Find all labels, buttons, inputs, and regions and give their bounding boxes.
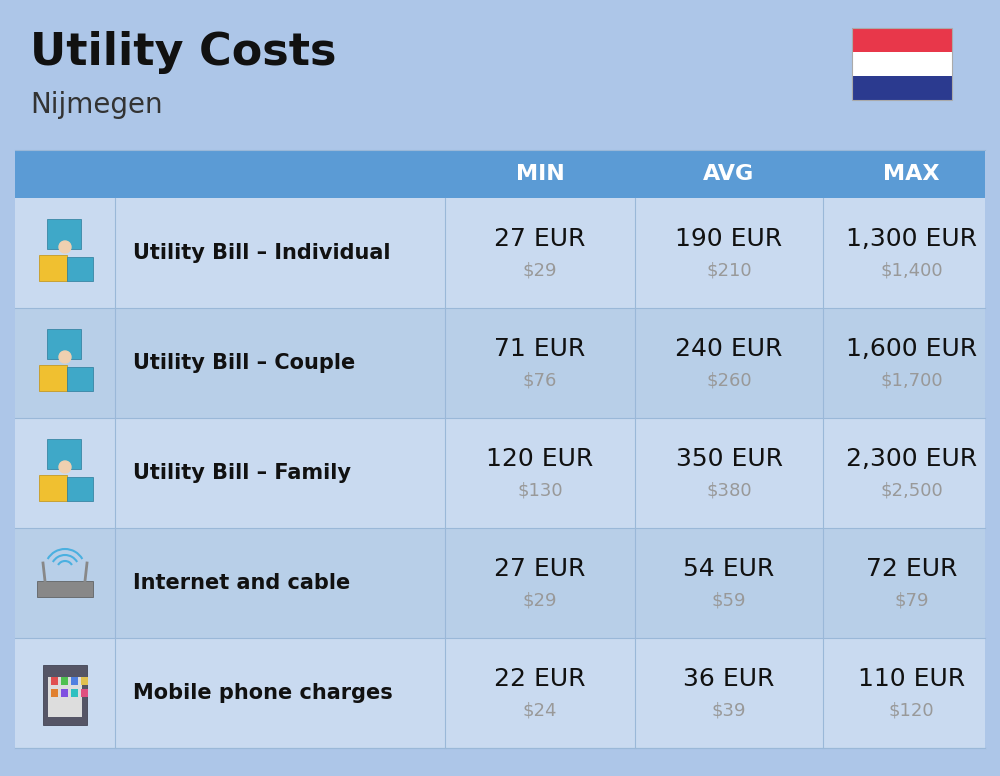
Bar bbox=[67, 367, 93, 391]
Circle shape bbox=[59, 351, 71, 363]
Bar bbox=[852, 28, 952, 100]
Bar bbox=[852, 28, 952, 52]
Bar bbox=[43, 665, 87, 725]
Text: 2,300 EUR: 2,300 EUR bbox=[846, 447, 977, 471]
Text: 240 EUR: 240 EUR bbox=[675, 337, 783, 361]
Bar bbox=[81, 677, 88, 685]
Bar bbox=[15, 638, 985, 748]
Text: $130: $130 bbox=[517, 482, 563, 500]
Bar bbox=[852, 76, 952, 100]
Bar bbox=[47, 439, 81, 469]
Bar bbox=[15, 418, 985, 528]
Text: AVG: AVG bbox=[703, 164, 755, 184]
Bar bbox=[15, 198, 985, 308]
Text: Utility Bill – Couple: Utility Bill – Couple bbox=[133, 353, 355, 373]
Text: $59: $59 bbox=[712, 592, 746, 610]
Text: $1,400: $1,400 bbox=[880, 262, 943, 280]
Text: $24: $24 bbox=[523, 702, 557, 720]
Text: 1,600 EUR: 1,600 EUR bbox=[846, 337, 977, 361]
Bar bbox=[15, 150, 985, 198]
Text: Nijmegen: Nijmegen bbox=[30, 91, 163, 119]
Text: $29: $29 bbox=[523, 592, 557, 610]
Text: $29: $29 bbox=[523, 262, 557, 280]
Text: 350 EUR: 350 EUR bbox=[676, 447, 782, 471]
Text: $120: $120 bbox=[889, 702, 934, 720]
Bar bbox=[71, 677, 78, 685]
Text: Utility Bill – Family: Utility Bill – Family bbox=[133, 463, 351, 483]
Bar bbox=[67, 257, 93, 281]
Bar bbox=[48, 677, 82, 717]
Bar bbox=[39, 475, 67, 501]
Text: $39: $39 bbox=[712, 702, 746, 720]
Circle shape bbox=[59, 241, 71, 253]
Text: $210: $210 bbox=[706, 262, 752, 280]
Bar bbox=[47, 219, 81, 249]
Bar bbox=[39, 365, 67, 391]
Bar bbox=[67, 477, 93, 501]
Text: 190 EUR: 190 EUR bbox=[675, 227, 783, 251]
Text: MAX: MAX bbox=[883, 164, 940, 184]
Text: 27 EUR: 27 EUR bbox=[494, 227, 586, 251]
Text: $76: $76 bbox=[523, 372, 557, 390]
Text: 54 EUR: 54 EUR bbox=[683, 557, 775, 581]
Bar bbox=[37, 581, 93, 597]
Text: 1,300 EUR: 1,300 EUR bbox=[846, 227, 977, 251]
Text: 120 EUR: 120 EUR bbox=[486, 447, 594, 471]
Bar bbox=[81, 689, 88, 697]
Text: Mobile phone charges: Mobile phone charges bbox=[133, 683, 393, 703]
Text: 72 EUR: 72 EUR bbox=[866, 557, 957, 581]
Text: $2,500: $2,500 bbox=[880, 482, 943, 500]
Bar bbox=[51, 689, 58, 697]
Text: $380: $380 bbox=[706, 482, 752, 500]
Text: Utility Bill – Individual: Utility Bill – Individual bbox=[133, 243, 390, 263]
Bar bbox=[15, 528, 985, 638]
Bar bbox=[852, 52, 952, 76]
Text: MIN: MIN bbox=[516, 164, 564, 184]
Text: 71 EUR: 71 EUR bbox=[494, 337, 586, 361]
Bar bbox=[71, 689, 78, 697]
Text: $260: $260 bbox=[706, 372, 752, 390]
Text: 22 EUR: 22 EUR bbox=[494, 667, 586, 691]
Text: $79: $79 bbox=[894, 592, 929, 610]
Text: Utility Costs: Utility Costs bbox=[30, 30, 336, 74]
Text: 110 EUR: 110 EUR bbox=[858, 667, 965, 691]
Bar bbox=[61, 689, 68, 697]
Bar bbox=[15, 308, 985, 418]
Text: Internet and cable: Internet and cable bbox=[133, 573, 350, 593]
Bar bbox=[47, 329, 81, 359]
Text: 36 EUR: 36 EUR bbox=[683, 667, 775, 691]
Bar bbox=[39, 255, 67, 281]
Bar bbox=[61, 677, 68, 685]
Text: 27 EUR: 27 EUR bbox=[494, 557, 586, 581]
Text: $1,700: $1,700 bbox=[880, 372, 943, 390]
Bar bbox=[51, 677, 58, 685]
Circle shape bbox=[59, 461, 71, 473]
